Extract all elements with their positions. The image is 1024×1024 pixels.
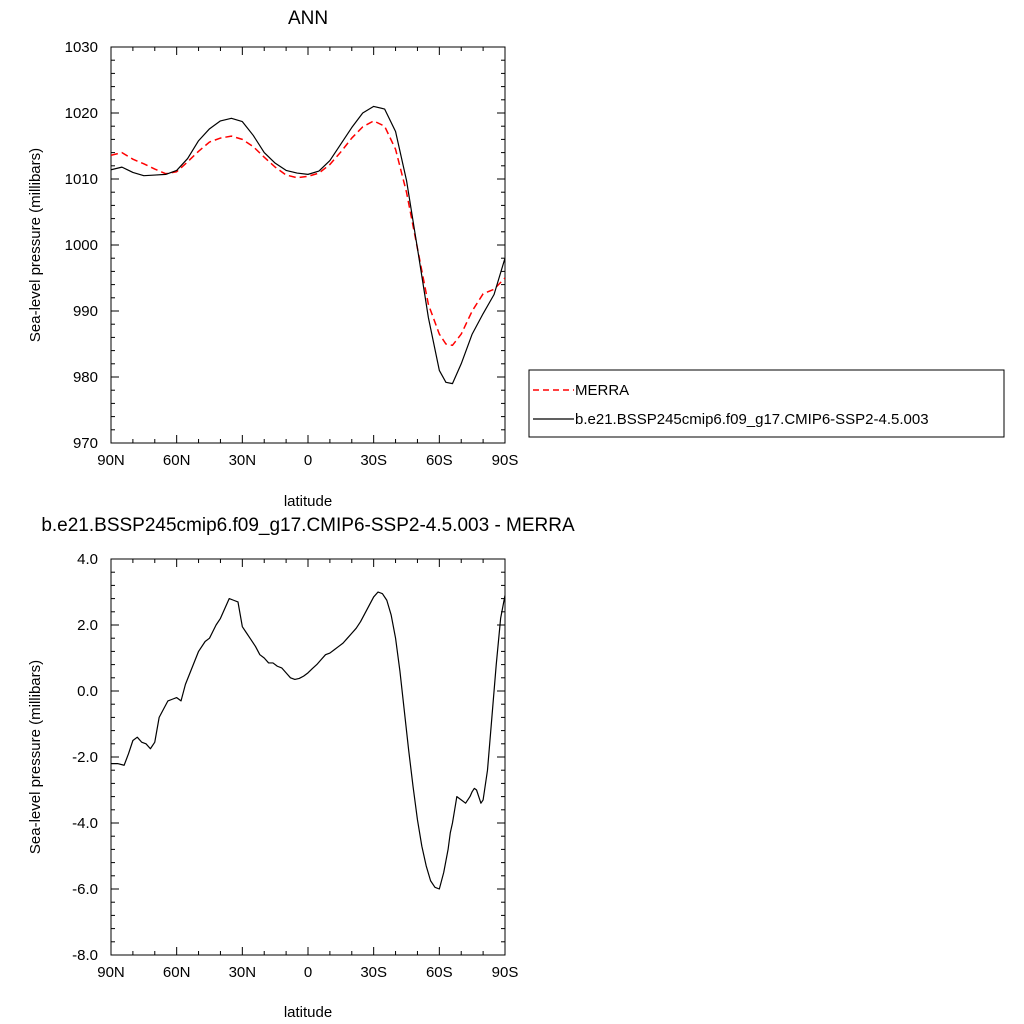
x-axis-label: latitude [284,493,332,510]
x-tick-label: 30S [360,452,387,469]
y-tick-label: 4.0 [77,551,98,568]
y-tick-label: -2.0 [72,749,98,766]
plot-area-difference: 90N 60N 30N 0 30S 60S 90S -8.0 -6.0 -4.0 -2.0 0.0 2.… [72,551,518,981]
x-tick-label: 90S [492,964,519,981]
x-tick-label: 0 [304,452,312,469]
x-tick-label: 60N [163,964,191,981]
chart-title: b.e21.BSSP245cmip6.f09_g17.CMIP6-SSP2-4.… [41,515,575,536]
plot-frame [110,558,506,956]
series-group [111,591,505,890]
x-tick-label: 90S [492,452,519,469]
x-axis-label: latitude [284,1004,332,1021]
plot-area-annual: 90N 60N 30N 0 30S 60S 90S 970 980 990 1000 1010 1020… [65,39,519,469]
series-line-0 [111,591,505,890]
y-tick-label: 970 [73,435,98,452]
legend-label-model: b.e21.BSSP245cmip6.f09_g17.CMIP6-SSP2-4.… [575,411,929,428]
x-tick-label: 90N [97,964,125,981]
y-axis-label: Sea-level pressure (millibars) [27,148,44,342]
y-tick-label: -4.0 [72,815,98,832]
panel-difference: b.e21.BSSP245cmip6.f09_g17.CMIP6-SSP2-4.… [27,515,575,1021]
panel-annual-slp: ANN 90N 60N 30N 0 30S 60S 90S 970 980 990 1000 1010… [27,8,1005,510]
y-tick-label: 1030 [65,39,98,56]
x-tick-label: 30S [360,964,387,981]
y-tick-label: 0.0 [77,683,98,700]
plot-frame [110,46,506,444]
series-group [111,105,505,385]
x-tick-label: 30N [229,452,257,469]
series-line-0 [111,120,505,347]
y-tick-label: 1000 [65,237,98,254]
x-tick-label: 60N [163,452,191,469]
y-axis-label: Sea-level pressure (millibars) [27,660,44,854]
y-tick-label: 980 [73,369,98,386]
series-line-1 [111,105,505,385]
y-tick-label: 1010 [65,171,98,188]
x-tick-label: 90N [97,452,125,469]
legend-label-merra: MERRA [575,382,629,399]
x-tick-label: 60S [426,452,453,469]
legend: MERRA b.e21.BSSP245cmip6.f09_g17.CMIP6-S… [528,369,1005,438]
y-tick-label: 1020 [65,105,98,122]
chart-title: ANN [288,8,328,29]
x-tick-label: 60S [426,964,453,981]
y-tick-label: 990 [73,303,98,320]
y-tick-label: 2.0 [77,617,98,634]
y-tick-label: -6.0 [72,881,98,898]
legend-box [528,369,1005,438]
y-tick-label: -8.0 [72,947,98,964]
x-tick-label: 0 [304,964,312,981]
x-tick-label: 30N [229,964,257,981]
